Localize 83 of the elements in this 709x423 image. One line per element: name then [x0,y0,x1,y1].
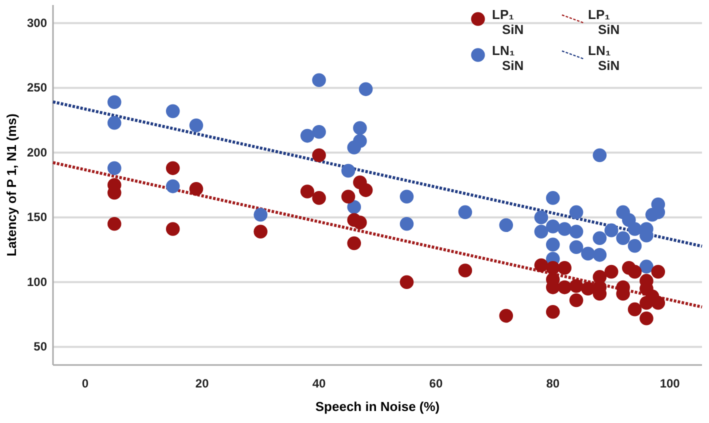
point [640,260,654,274]
point [312,191,326,205]
point [166,161,180,176]
y-tick-label: 50 [34,340,48,354]
point [300,184,314,198]
y-tick-label: 300 [26,16,48,30]
x-tick-label: 0 [82,376,89,391]
point [628,222,642,236]
legend-label: LN₁ SiN [492,43,524,73]
point [499,218,514,232]
point [458,264,472,278]
point [558,280,572,294]
point [107,95,122,110]
point [166,179,180,194]
point [400,216,414,231]
point [499,308,514,323]
point [107,161,122,176]
point [400,275,414,290]
point [353,121,367,135]
point [616,231,630,245]
point [166,104,180,118]
point [312,125,326,139]
point [581,282,595,296]
legend-label: LP₁ SiN [492,7,524,37]
point [353,134,367,148]
x-tick-label: 40 [312,376,326,391]
point [592,231,607,245]
x-tick-label: 80 [546,376,560,391]
point [107,216,122,231]
point [458,205,472,220]
point [341,190,356,204]
y-tick-label: 200 [26,145,48,160]
legend-label: LP₁ SiN [588,7,620,37]
x-tick-label: 60 [429,376,443,391]
x-tick-label: 100 [660,376,680,391]
point [312,148,326,162]
point [358,82,373,96]
point [107,116,122,130]
point [347,200,362,214]
point [353,216,367,230]
y-tick-label: 250 [26,80,48,95]
point [569,279,584,293]
point [546,305,560,319]
point [569,240,584,254]
point [534,258,548,272]
point [651,264,666,279]
point [300,128,314,143]
point [581,246,595,261]
point [546,238,560,252]
point [558,222,572,236]
y-tick-label: 100 [26,274,48,289]
point [640,311,654,326]
point [189,118,204,132]
point [569,293,584,308]
point [312,73,326,88]
x-tick-label: 20 [195,376,210,391]
point [166,222,180,236]
point [628,238,642,253]
point [604,264,618,279]
y-axis-title: Latency of P 1, N1 (ms) [4,114,19,256]
point [400,190,414,204]
point [558,260,572,275]
point [651,296,666,310]
point [534,210,548,224]
point [546,191,560,205]
point [592,148,607,162]
point [189,182,204,196]
point [358,183,373,198]
point [628,302,642,316]
point [604,223,618,238]
point [254,208,268,222]
y-tick-label: 150 [26,210,48,224]
point [569,224,584,239]
point [347,236,362,250]
x-axis-title: Speech in Noise (%) [315,399,440,414]
point [592,248,607,262]
point [534,224,548,239]
point [254,224,268,239]
point [569,205,584,220]
legend-label: LN₁ SiN [588,43,620,73]
point [628,264,642,279]
point [341,164,356,178]
point [546,220,560,234]
